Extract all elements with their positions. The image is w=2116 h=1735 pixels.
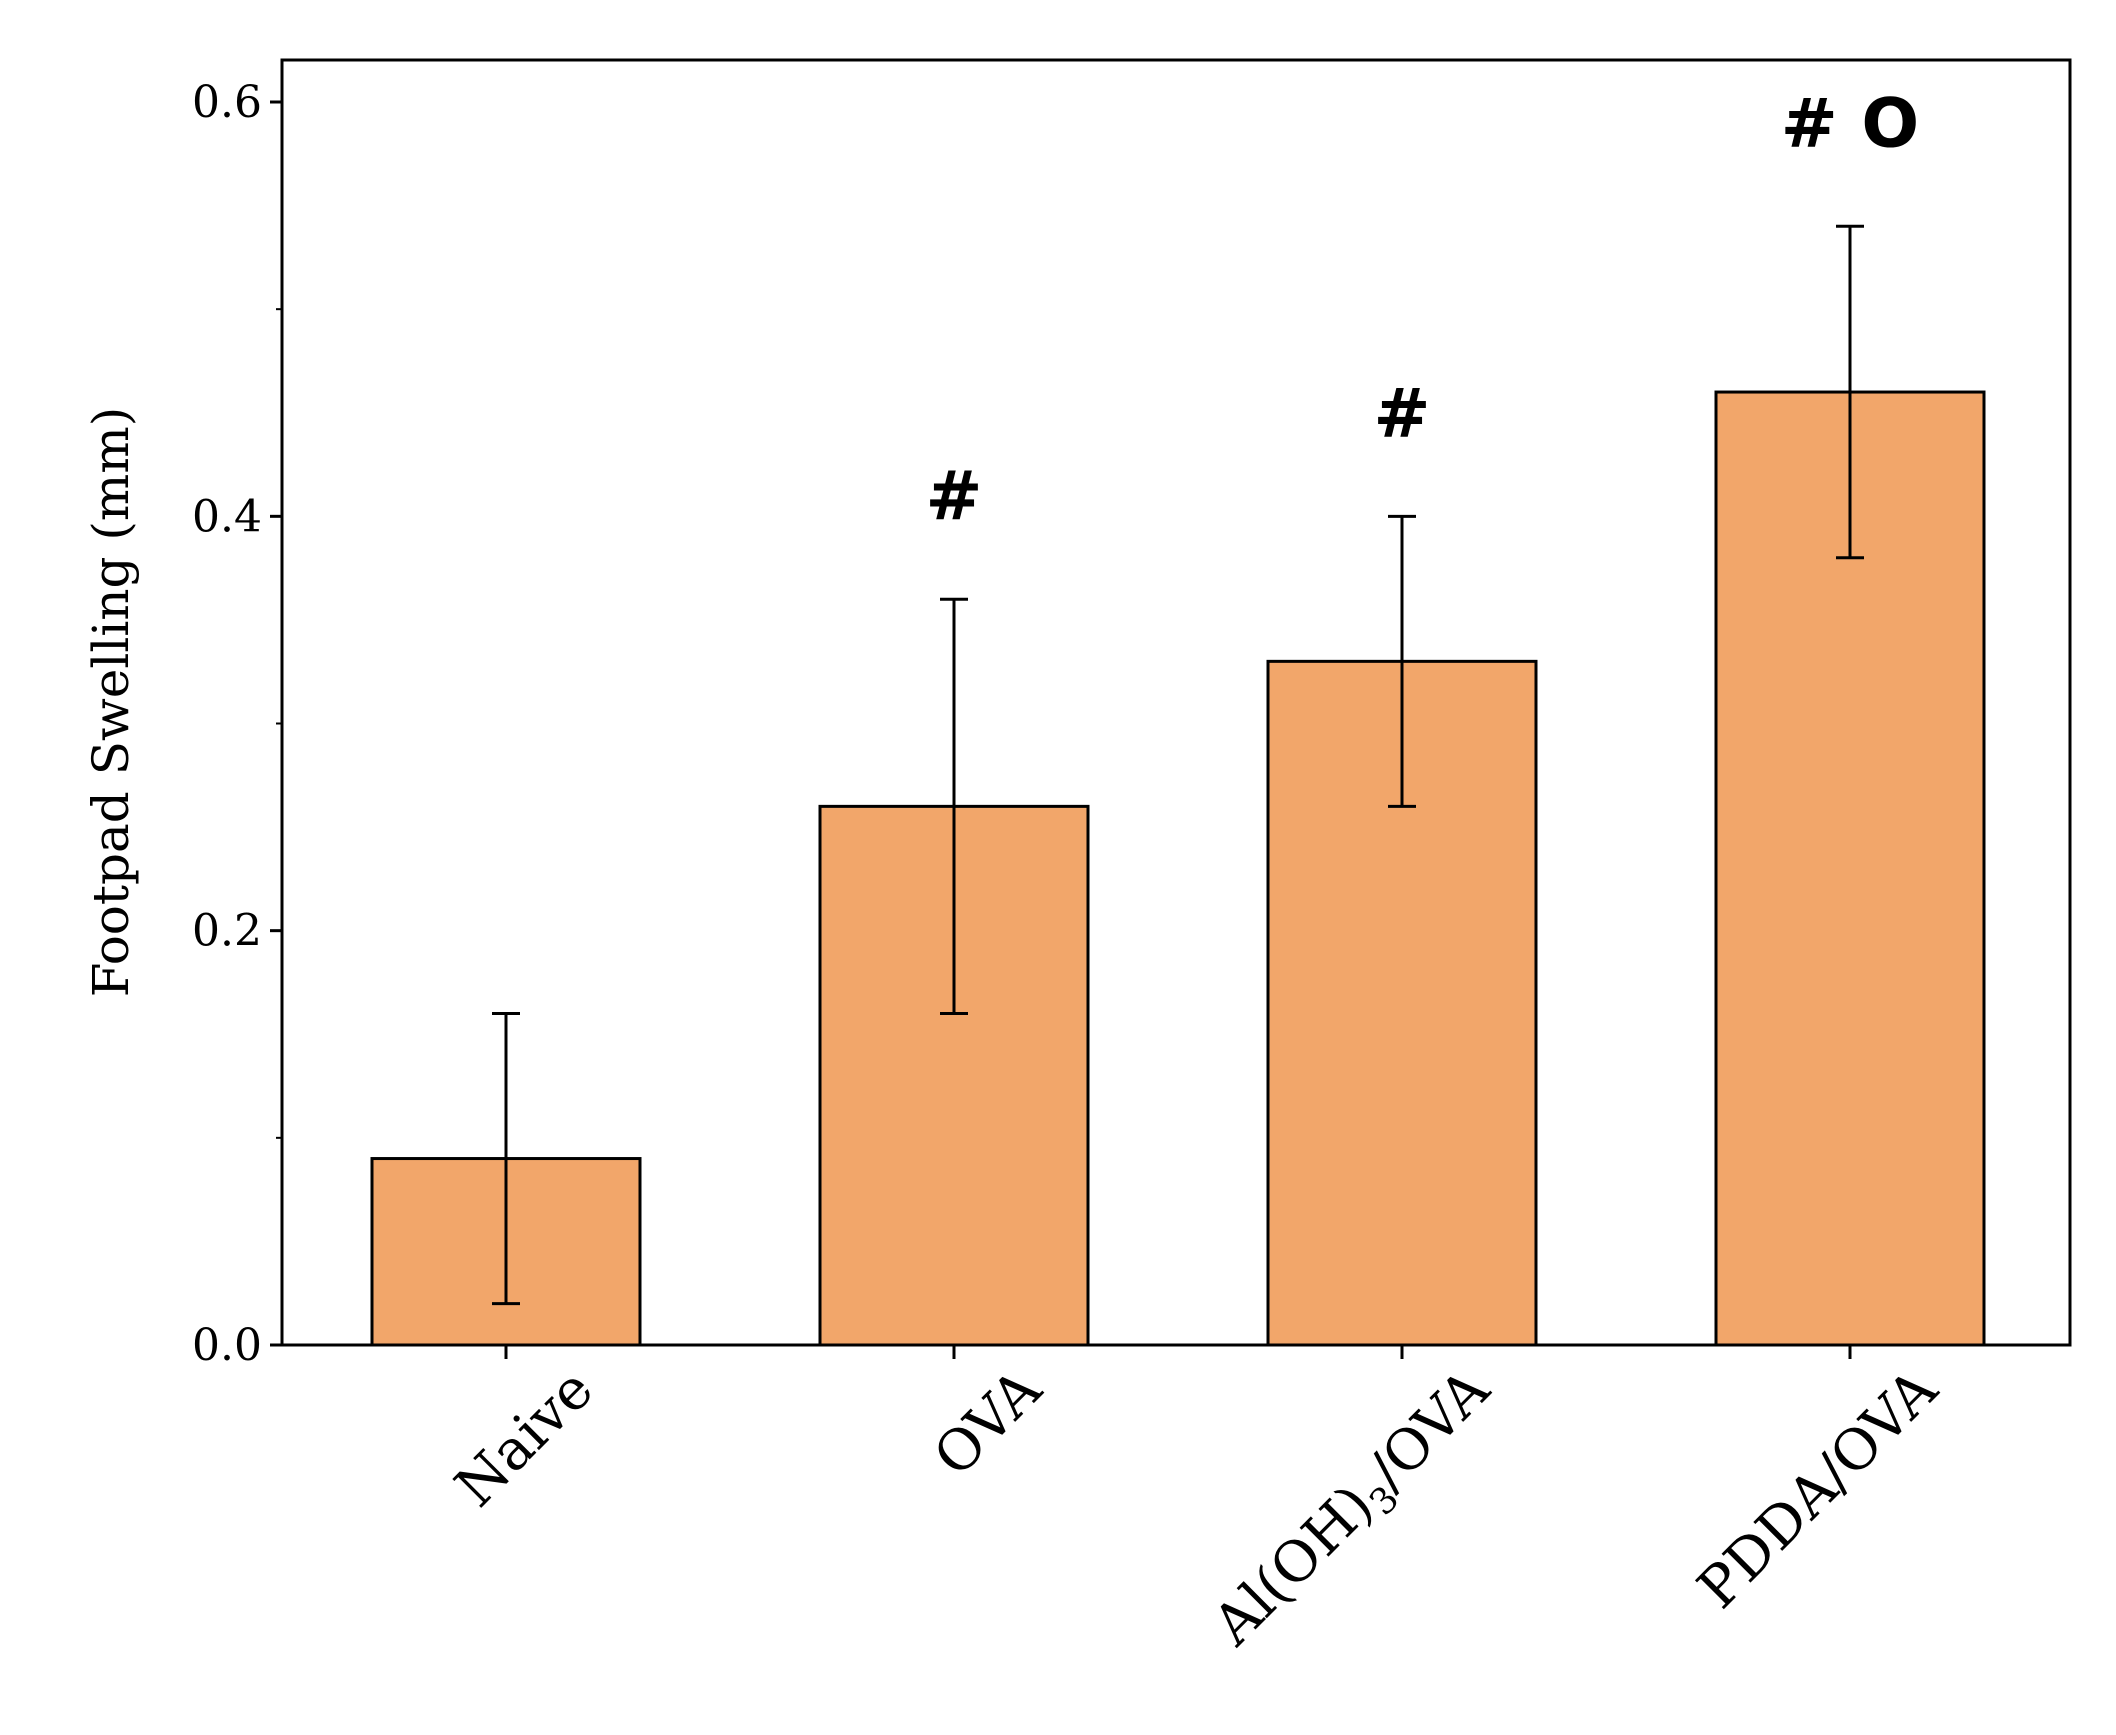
significance-annotation: #	[1374, 374, 1431, 453]
significance-annotation: # O	[1781, 84, 1919, 163]
annotations: # # # O	[926, 84, 1920, 536]
x-axis: Naive OVA Al(OH)3/OVA PDDA/OVA	[443, 1345, 1951, 1664]
plot-frame	[280, 58, 2072, 1347]
y-axis-title: Footpad Swelling (mm)	[82, 407, 140, 998]
y-tick-label: 0.6	[192, 77, 262, 128]
y-tick-label: 0.0	[192, 1320, 262, 1371]
significance-annotation: #	[926, 457, 983, 536]
x-tick-label: OVA	[922, 1357, 1055, 1490]
y-tick-label: 0.4	[192, 491, 262, 542]
bar-series	[370, 390, 1986, 1347]
y-axis: 0.0 0.2 0.4 0.6	[192, 77, 282, 1371]
x-tick-label: Naive	[443, 1357, 606, 1520]
error-bars	[492, 224, 1864, 1306]
x-tick-label: PDDA/OVA	[1686, 1357, 1951, 1622]
x-tick-label: Al(OH)3/OVA	[1200, 1357, 1507, 1664]
y-tick-label: 0.2	[192, 906, 262, 957]
